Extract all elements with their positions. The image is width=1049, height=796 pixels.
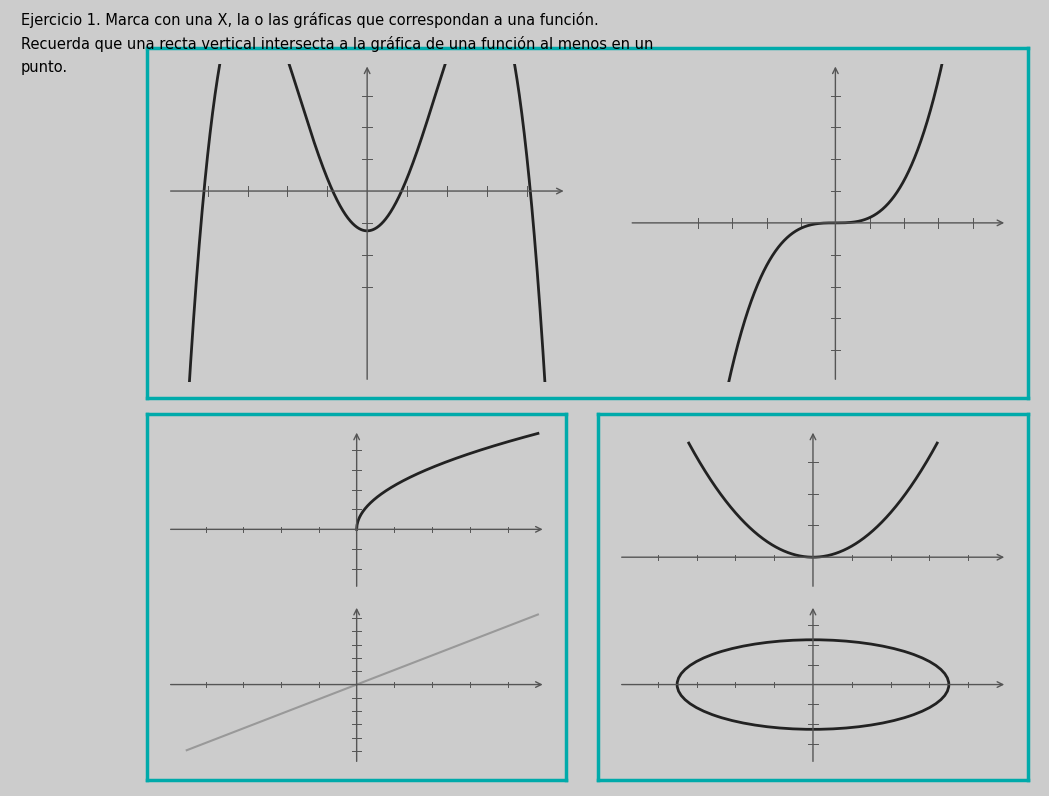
Text: Recuerda que una recta vertical intersecta a la gráfica de una función al menos : Recuerda que una recta vertical intersec…: [21, 36, 654, 52]
Text: Ejercicio 1. Marca con una X, la o las gráficas que correspondan a una función.: Ejercicio 1. Marca con una X, la o las g…: [21, 12, 599, 28]
Text: punto.: punto.: [21, 60, 68, 75]
